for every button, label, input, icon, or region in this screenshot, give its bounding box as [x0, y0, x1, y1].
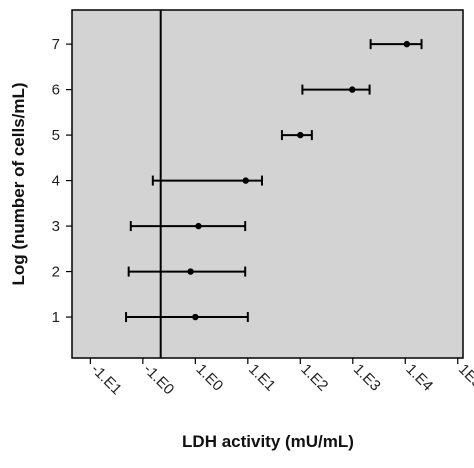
x-tick-label: 1.E2	[297, 361, 331, 395]
data-point	[187, 268, 194, 275]
y-tick-label: 6	[52, 82, 60, 99]
x-tick-label: 1.E1	[245, 361, 279, 395]
y-tick-label: 3	[52, 218, 60, 235]
y-tick-label: 1	[52, 309, 60, 326]
y-tick-label: 4	[52, 173, 60, 190]
data-point	[349, 86, 356, 93]
y-tick-label: 7	[52, 36, 60, 53]
x-tick-label: 1.E3	[350, 361, 384, 395]
plot-area	[71, 9, 464, 359]
x-tick-label: -1.E0	[140, 361, 177, 398]
y-axis-title: Log (number of cells/mL)	[9, 82, 28, 285]
x-axis-title: LDH activity (mU/mL)	[182, 432, 354, 451]
x-tick-label: 1.E0	[193, 361, 227, 395]
chart-marks	[125, 10, 423, 358]
data-point	[403, 40, 411, 48]
data-point	[242, 177, 249, 184]
x-tick-label: 1.E4	[402, 361, 436, 395]
data-point	[195, 222, 202, 230]
x-tick-label: -1.E1	[88, 361, 125, 398]
data-point	[192, 313, 199, 321]
data-point	[297, 131, 304, 139]
y-tick-label: 5	[52, 127, 60, 144]
x-tick-label: 1E5	[455, 361, 474, 392]
y-tick-label: 2	[52, 264, 60, 281]
